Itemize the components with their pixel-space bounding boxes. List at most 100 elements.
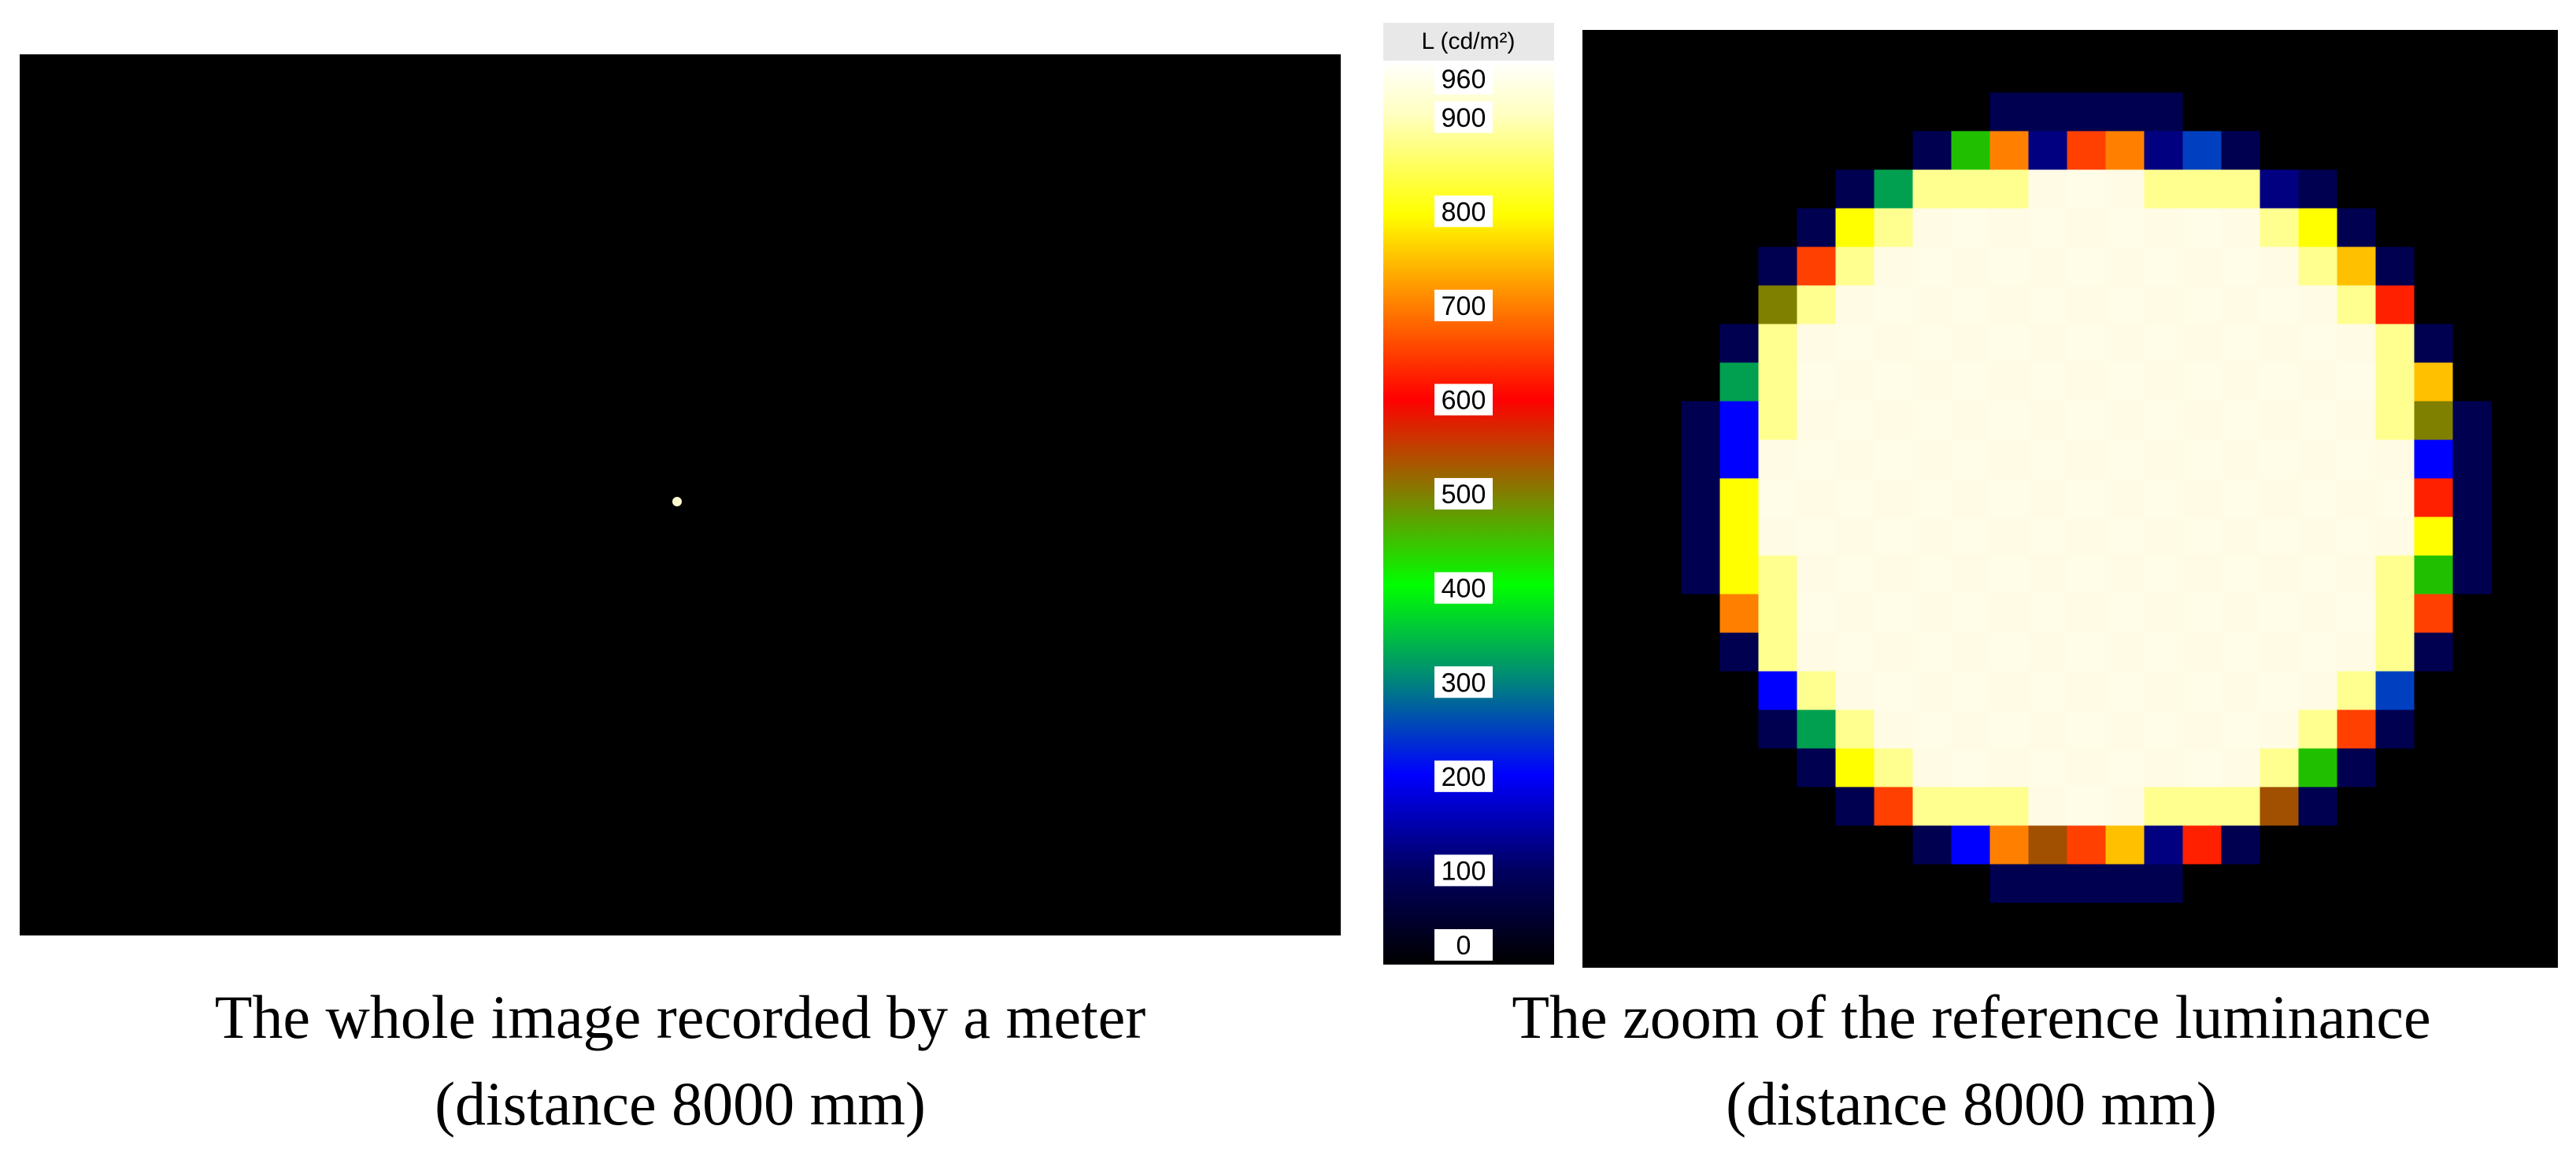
pixel (1989, 825, 2029, 865)
pixel (1681, 555, 1720, 595)
pixel (1989, 555, 2029, 595)
pixel (1874, 401, 1913, 440)
pixel (2298, 285, 2337, 324)
pixel (1758, 246, 1797, 286)
pixel (2028, 864, 2067, 903)
pixel (2182, 671, 2222, 710)
pixel (1951, 478, 1990, 517)
tick-label: 960 (1442, 65, 1486, 94)
pixel (1951, 671, 1990, 710)
pixel (2221, 632, 2260, 672)
pixel (2260, 246, 2299, 286)
pixel (2105, 709, 2145, 749)
tick-label: 300 (1442, 668, 1486, 698)
pixel (2067, 787, 2106, 826)
pixel (1758, 324, 1797, 363)
pixel (1835, 517, 1875, 556)
caption: The whole image recorded by a meter (215, 983, 1146, 1051)
pixel (1989, 362, 2029, 402)
pixel (2337, 478, 2376, 517)
pixel (2144, 864, 2183, 903)
pixel (2182, 478, 2222, 517)
pixel (1758, 709, 1797, 749)
pixel (2337, 362, 2376, 402)
pixel (1719, 555, 1759, 595)
pixel (2298, 362, 2337, 402)
pixel (2144, 555, 2183, 595)
colorbar-label-box (1383, 23, 1554, 61)
pixel (1912, 131, 1952, 170)
pixel (1758, 594, 1797, 633)
pixel (1758, 439, 1797, 479)
pixel (2337, 439, 2376, 479)
pixel (1681, 401, 1720, 440)
pixel (2452, 517, 2492, 556)
pixel (1912, 401, 1952, 440)
caption: The zoom of the reference luminance (1512, 983, 2430, 1051)
tick-label: 0 (1456, 931, 1471, 961)
pixel (1874, 439, 1913, 479)
pixel (2337, 748, 2376, 787)
pixel (2298, 671, 2337, 710)
tick-label-box (1434, 572, 1493, 604)
pixel (2028, 787, 2067, 826)
pixel (1681, 517, 1720, 556)
pixel (2221, 401, 2260, 440)
pixel (1835, 439, 1875, 479)
pixel (2337, 632, 2376, 672)
pixel (2260, 671, 2299, 710)
pixel (1989, 246, 2029, 286)
pixel (2260, 439, 2299, 479)
pixel (2028, 401, 2067, 440)
pixel (2105, 671, 2145, 710)
pixel (1989, 671, 2029, 710)
pixel (2260, 787, 2299, 826)
pixel (1758, 517, 1797, 556)
pixel (2298, 709, 2337, 749)
pixel (2144, 401, 2183, 440)
pixel (2337, 246, 2376, 286)
pixel (2375, 285, 2415, 324)
pixel (1835, 401, 1875, 440)
pixel (2375, 632, 2415, 672)
pixel (2105, 478, 2145, 517)
pixel (1758, 671, 1797, 710)
tick-label-box (1434, 383, 1493, 416)
pixel (1797, 439, 1836, 479)
pixel (2105, 594, 2145, 633)
pixel (2337, 517, 2376, 556)
pixel (1797, 478, 1836, 517)
pixel (2067, 169, 2106, 209)
caption: (distance 8000 mm) (435, 1069, 926, 1138)
pixel (1835, 671, 1875, 710)
pixel (2221, 555, 2260, 595)
pixel (1797, 671, 1836, 710)
pixel (1835, 478, 1875, 517)
pixel (1719, 362, 1759, 402)
pixel (1989, 517, 2029, 556)
pixel (2375, 439, 2415, 479)
pixel (2067, 709, 2106, 749)
pixel (2105, 864, 2145, 903)
pixel (2028, 594, 2067, 633)
pixel (1951, 362, 1990, 402)
pixel (2182, 208, 2222, 247)
pixel (2337, 594, 2376, 633)
pixel (1951, 555, 1990, 595)
pixel (1912, 246, 1952, 286)
pixel (1912, 825, 1952, 865)
pixel (1912, 362, 1952, 402)
pixel (2144, 787, 2183, 826)
pixel (1874, 555, 1913, 595)
pixel (2028, 208, 2067, 247)
pixel (1951, 787, 1990, 826)
pixel (2221, 169, 2260, 209)
pixel (1951, 169, 1990, 209)
pixel (2414, 439, 2453, 479)
pixel (1874, 787, 1913, 826)
pixel (1989, 594, 2029, 633)
meter-image (20, 54, 1341, 935)
pixel (2337, 401, 2376, 440)
pixel (1835, 555, 1875, 595)
pixel (2028, 439, 2067, 479)
